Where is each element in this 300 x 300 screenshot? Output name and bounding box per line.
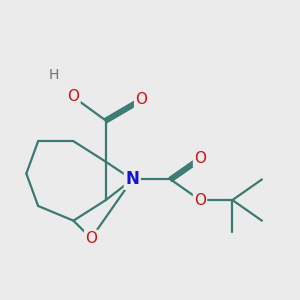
Text: O: O bbox=[85, 231, 97, 246]
Text: N: N bbox=[125, 170, 139, 188]
Text: O: O bbox=[135, 92, 147, 107]
Text: O: O bbox=[194, 193, 206, 208]
Text: O: O bbox=[194, 151, 206, 166]
Text: H: H bbox=[49, 68, 59, 82]
Text: O: O bbox=[68, 89, 80, 104]
